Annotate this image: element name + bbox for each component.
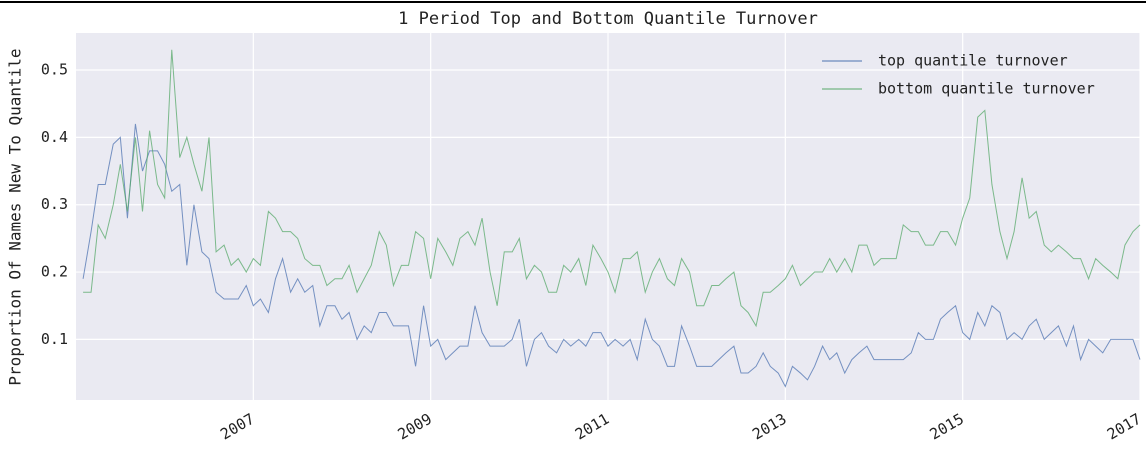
y-tick-label: 0.4 — [41, 128, 68, 146]
y-tick-label: 0.2 — [41, 263, 68, 281]
x-tick-label: 2017 — [1104, 410, 1144, 444]
x-tick-label: 2011 — [572, 410, 612, 444]
x-tick-label: 2009 — [395, 410, 435, 444]
legend-label: top quantile turnover — [878, 52, 1068, 70]
x-tick-label: 2013 — [749, 410, 789, 444]
y-tick-label: 0.5 — [41, 61, 68, 79]
legend-label: bottom quantile turnover — [878, 80, 1095, 98]
y-axis-label: Proportion Of Names New To Quantile — [6, 48, 25, 385]
x-tick-label: 2007 — [217, 410, 257, 444]
y-tick-label: 0.1 — [41, 330, 68, 348]
series-line — [82, 123, 1141, 388]
chart-title: 1 Period Top and Bottom Quantile Turnove… — [398, 9, 818, 29]
y-tick-label: 0.3 — [41, 195, 68, 213]
series-line — [83, 49, 1141, 328]
x-tick-label: 2015 — [927, 410, 967, 444]
